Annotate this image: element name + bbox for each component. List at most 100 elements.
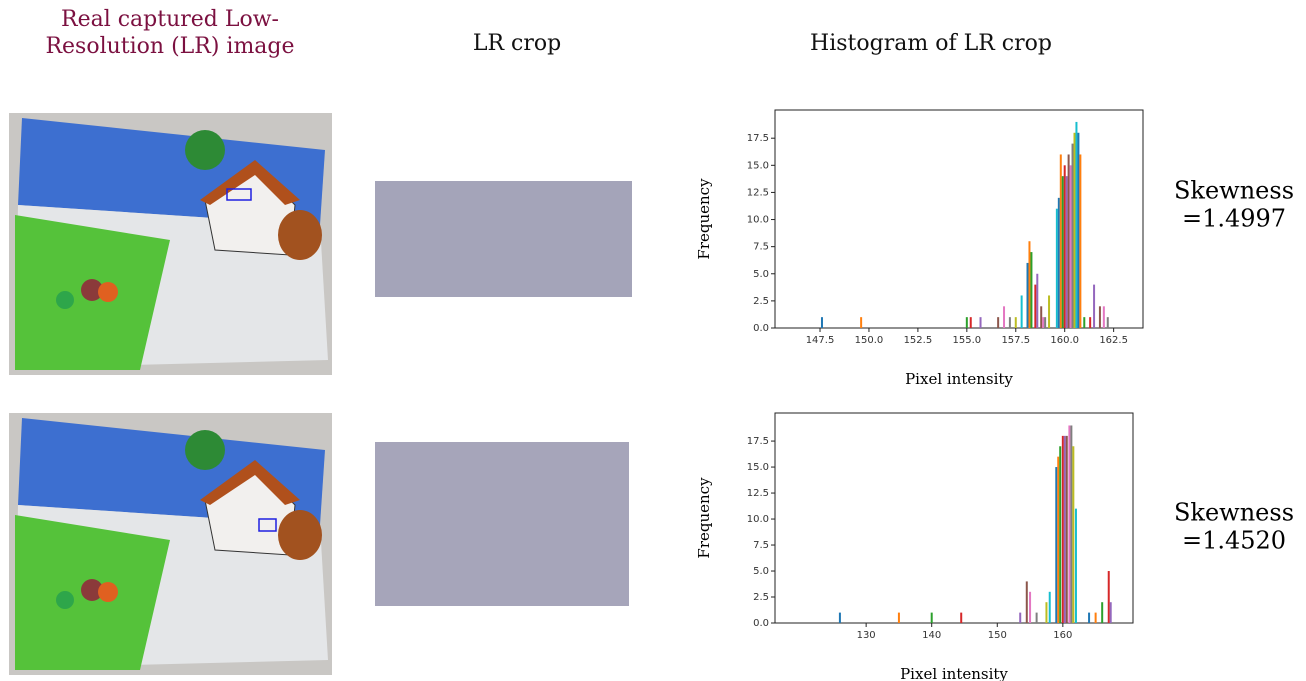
y-tick-label: 15.0 [747, 160, 769, 171]
y-tick-label: 12.5 [747, 187, 769, 198]
bar [1025, 581, 1028, 623]
y-tick-label: 5.0 [753, 269, 769, 280]
skewness-label: Skewness [1174, 499, 1294, 527]
y-tick-label: 7.5 [753, 242, 769, 253]
photo [9, 413, 332, 675]
photo [9, 113, 332, 375]
x-tick-label: 155.0 [953, 335, 982, 346]
bar [1048, 591, 1051, 623]
bar [1008, 317, 1011, 328]
x-tick-label: 162.5 [1099, 335, 1128, 346]
bar [838, 612, 841, 623]
bar [1055, 208, 1058, 328]
bar [1014, 317, 1017, 328]
y-tick-label: 7.5 [753, 540, 769, 551]
x-axis-label: Pixel intensity [905, 370, 1013, 388]
x-tick-label: 140 [922, 630, 941, 641]
bar [1026, 262, 1029, 328]
x-tick-label: 152.5 [904, 335, 933, 346]
bar [1109, 602, 1112, 623]
y-tick-label: 10.0 [747, 514, 769, 525]
skewness-value: =1.4520 [1182, 527, 1286, 555]
bar [1093, 284, 1096, 328]
bar [1083, 317, 1086, 328]
skewness-label: Skewness [1174, 177, 1294, 205]
y-axis-label: Frequency [695, 477, 713, 559]
bar [1034, 284, 1037, 328]
y-tick-label: 17.5 [747, 436, 769, 447]
bar [1065, 435, 1068, 623]
bar [1020, 295, 1023, 328]
bar [1088, 612, 1091, 623]
bar [965, 317, 968, 328]
bar [1094, 612, 1097, 623]
x-tick-label: 160.0 [1050, 335, 1079, 346]
bar [1045, 602, 1048, 623]
y-axis-label: Frequency [695, 178, 713, 260]
plot-frame [774, 109, 1144, 329]
bar [897, 612, 900, 623]
x-tick-label: 150.0 [855, 335, 884, 346]
bar [969, 317, 972, 328]
bar [1048, 295, 1051, 328]
skewness-value: =1.4997 [1182, 205, 1286, 233]
image-header: Resolution (LR) image [45, 34, 294, 59]
lr-crop [375, 181, 632, 297]
bar [1102, 306, 1105, 328]
bar [1003, 306, 1006, 328]
bar [1073, 132, 1076, 328]
bar [930, 612, 933, 623]
x-tick-label: 157.5 [1001, 335, 1030, 346]
bar [1098, 306, 1101, 328]
crop-header: LR crop [473, 31, 561, 56]
bar [1028, 241, 1031, 328]
bar [1074, 508, 1077, 623]
y-tick-label: 15.0 [747, 462, 769, 473]
bar [1079, 154, 1082, 328]
y-tick-label: 12.5 [747, 488, 769, 499]
bar [1059, 446, 1062, 623]
y-tick-label: 0.0 [753, 323, 769, 334]
bar [1107, 571, 1110, 623]
bar [1072, 446, 1075, 623]
bar [820, 317, 823, 328]
bar [1068, 425, 1071, 623]
bar [1069, 165, 1072, 328]
x-axis-label: Pixel intensity [900, 665, 1008, 681]
bar [1040, 306, 1043, 328]
bar [997, 317, 1000, 328]
x-tick-label: 160 [1053, 630, 1072, 641]
y-tick-label: 10.0 [747, 215, 769, 226]
bar [1063, 165, 1066, 328]
bar [1106, 317, 1109, 328]
bar [1071, 143, 1074, 328]
bar [1075, 121, 1078, 328]
bar [1057, 456, 1060, 623]
bar [1077, 132, 1080, 328]
bar [1070, 425, 1073, 623]
bar [1036, 273, 1039, 328]
y-tick-label: 5.0 [753, 566, 769, 577]
bar [1042, 317, 1045, 328]
bar [1019, 612, 1022, 623]
y-tick-label: 17.5 [747, 133, 769, 144]
bar [979, 317, 982, 328]
bar [860, 317, 863, 328]
bar [1061, 176, 1064, 328]
bar [1063, 435, 1066, 623]
bar [1029, 591, 1032, 623]
bar [1044, 317, 1047, 328]
bar [1055, 467, 1058, 623]
y-tick-label: 2.5 [753, 296, 769, 307]
bar [1089, 317, 1092, 328]
bar [960, 612, 963, 623]
bar [1059, 154, 1062, 328]
x-tick-label: 130 [857, 630, 876, 641]
image-header: Real captured Low- [61, 7, 279, 32]
plot-frame [774, 412, 1134, 624]
bar [1035, 612, 1038, 623]
bar [1061, 435, 1064, 623]
bar [1057, 197, 1060, 328]
bar [1065, 176, 1068, 328]
